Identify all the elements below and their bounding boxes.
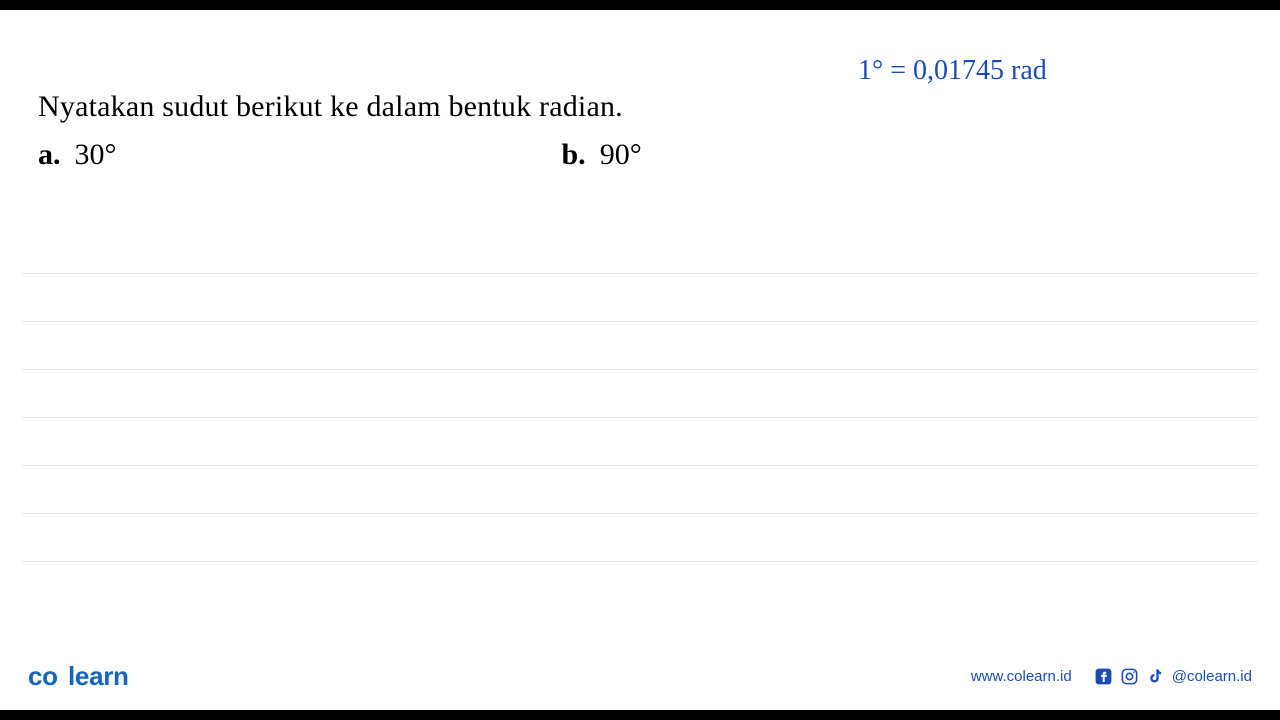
ruled-line bbox=[22, 322, 1258, 370]
handwritten-note: 1° = 0,01745 rad bbox=[858, 55, 1047, 87]
option-b-value: 90° bbox=[600, 138, 642, 171]
ruled-line bbox=[22, 226, 1258, 274]
ruled-line bbox=[22, 274, 1258, 322]
ruled-line bbox=[22, 466, 1258, 514]
brand-separator bbox=[58, 661, 68, 691]
option-a-value: 30° bbox=[75, 138, 117, 171]
tiktok-icon bbox=[1146, 667, 1165, 686]
social-handle: @colearn.id bbox=[1172, 668, 1252, 685]
option-b: b. 90° bbox=[562, 138, 642, 172]
ruled-line bbox=[22, 514, 1258, 562]
social-links: @colearn.id bbox=[1094, 667, 1252, 686]
brand-logo: co learn bbox=[28, 661, 129, 692]
option-b-label: b. bbox=[562, 138, 586, 171]
instagram-icon bbox=[1120, 667, 1139, 686]
footer-url: www.colearn.id bbox=[971, 668, 1072, 685]
lined-paper bbox=[22, 226, 1258, 610]
ruled-line bbox=[22, 418, 1258, 466]
ruled-line bbox=[22, 370, 1258, 418]
brand-prefix: co bbox=[28, 661, 58, 691]
footer: co learn www.colearn.id @colearn.id bbox=[28, 661, 1252, 692]
question-prompt: Nyatakan sudut berikut ke dalam bentuk r… bbox=[38, 90, 818, 124]
option-a-label: a. bbox=[38, 138, 61, 171]
question-area: Nyatakan sudut berikut ke dalam bentuk r… bbox=[38, 90, 818, 172]
footer-right: www.colearn.id @colearn.id bbox=[971, 667, 1252, 686]
facebook-icon bbox=[1094, 667, 1113, 686]
brand-suffix: learn bbox=[68, 661, 129, 691]
option-a: a. 30° bbox=[38, 138, 117, 172]
